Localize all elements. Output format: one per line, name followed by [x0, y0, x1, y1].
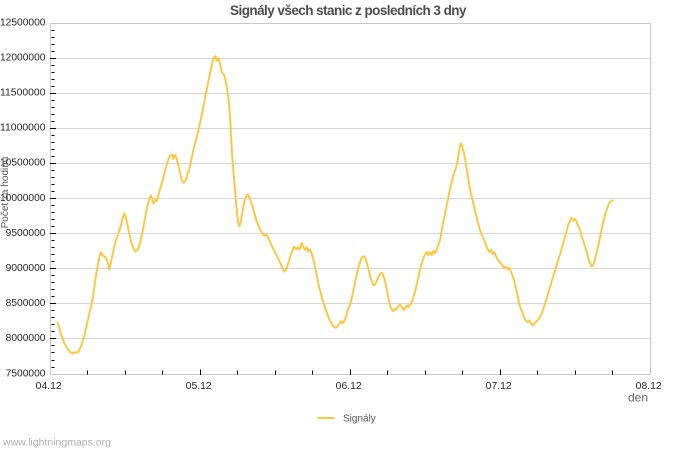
svg-text:Počet za hodinu: Počet za hodinu [0, 157, 11, 229]
svg-text:08.12: 08.12 [636, 381, 662, 392]
svg-text:06.12: 06.12 [336, 381, 362, 392]
svg-text:12500000: 12500000 [0, 17, 46, 28]
svg-text:7500000: 7500000 [6, 368, 46, 379]
svg-text:07.12: 07.12 [486, 381, 512, 392]
svg-text:11000000: 11000000 [0, 123, 46, 134]
svg-text:8500000: 8500000 [6, 298, 46, 309]
svg-text:10000000: 10000000 [0, 193, 46, 204]
svg-text:9000000: 9000000 [6, 263, 46, 274]
svg-text:www.lightningmaps.org: www.lightningmaps.org [2, 437, 111, 449]
svg-text:05.12: 05.12 [186, 381, 212, 392]
svg-text:Signály: Signály [343, 414, 376, 425]
svg-text:12000000: 12000000 [0, 52, 46, 63]
svg-text:Signály všech stanic z posledn: Signály všech stanic z posledních 3 dny [230, 3, 467, 18]
svg-text:9500000: 9500000 [6, 228, 46, 239]
svg-text:den: den [628, 391, 648, 405]
svg-text:04.12: 04.12 [36, 381, 62, 392]
svg-text:10500000: 10500000 [0, 158, 46, 169]
svg-text:8000000: 8000000 [6, 333, 46, 344]
svg-text:11500000: 11500000 [0, 88, 46, 99]
